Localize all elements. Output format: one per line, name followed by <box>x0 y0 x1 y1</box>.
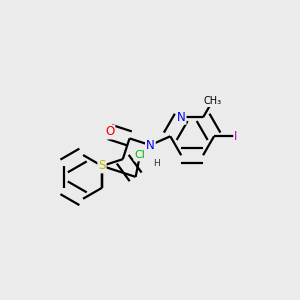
Text: I: I <box>234 130 238 143</box>
Text: O: O <box>105 125 114 139</box>
Text: N: N <box>146 140 154 150</box>
Text: N: N <box>177 111 186 124</box>
Text: N: N <box>146 139 155 152</box>
Text: Cl: Cl <box>134 150 145 161</box>
Text: S: S <box>98 160 106 172</box>
Text: CH₃: CH₃ <box>203 96 221 106</box>
Text: H: H <box>153 159 160 168</box>
